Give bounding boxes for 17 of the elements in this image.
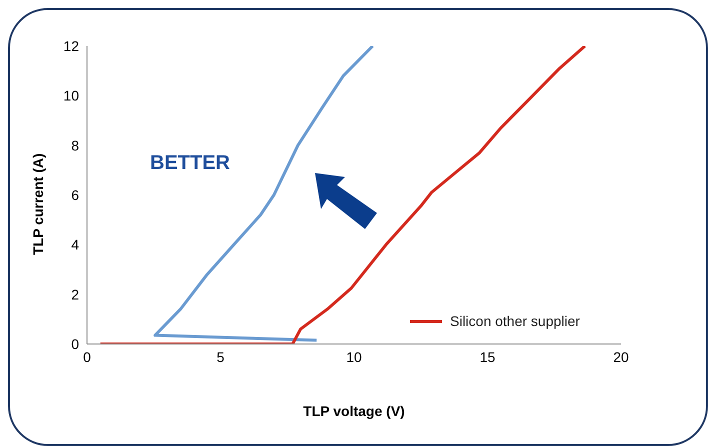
y-tick-label: 8 xyxy=(71,137,80,154)
x-tick-label: 0 xyxy=(83,348,92,365)
x-tick-label: 10 xyxy=(346,348,362,365)
y-tick-label: 6 xyxy=(71,186,80,203)
y-tick-label: 2 xyxy=(71,286,80,302)
x-tick-label: 15 xyxy=(480,348,496,365)
legend-label: Silicon other supplier xyxy=(450,312,580,331)
y-tick-label: 12 xyxy=(63,38,80,54)
y-tick-label: 10 xyxy=(63,88,80,104)
y-axis-title: TLP current (A) xyxy=(30,153,46,255)
line-series xyxy=(98,46,586,344)
y-tick-label: 0 xyxy=(71,336,80,352)
x-axis-title: TLP voltage (V) xyxy=(303,403,405,419)
y-tick-label: 4 xyxy=(71,236,80,253)
x-tick-label: 20 xyxy=(613,348,629,365)
x-tick-label: 5 xyxy=(216,348,225,365)
annotation: BETTER xyxy=(150,152,230,175)
